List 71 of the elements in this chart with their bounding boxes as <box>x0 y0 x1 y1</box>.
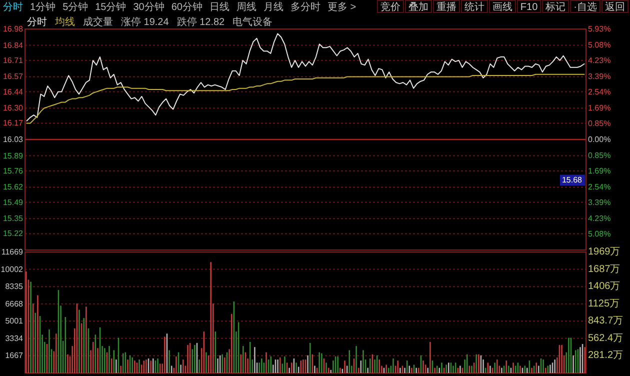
annotation: 15.68 <box>562 176 583 185</box>
text: 竞价 <box>380 1 400 13</box>
y2-tick-label: 281.2万 <box>588 350 624 362</box>
text: F10 <box>520 2 538 13</box>
text: 5分钟 <box>62 1 88 13</box>
text: 多分时 <box>290 1 320 13</box>
text: 均线 <box>54 16 75 28</box>
y-tick-label: 5001 <box>5 316 24 326</box>
line-series <box>26 74 585 124</box>
y-tick-label: 3334 <box>5 334 24 343</box>
y2-tick-label: 0.85% <box>588 150 611 160</box>
y2-tick-label: 4.23% <box>588 214 611 223</box>
y2-tick-label: 1.69% <box>588 104 611 113</box>
text: 重播 <box>436 1 456 13</box>
y-tick-label: 16.98 <box>2 24 24 34</box>
y-tick-label: 15.49 <box>2 198 24 207</box>
text: 统计 <box>464 1 484 13</box>
text: 60分钟 <box>171 1 202 13</box>
text: 分时 <box>27 16 47 28</box>
text: 月线 <box>264 1 284 13</box>
text: 1分钟 <box>30 1 56 13</box>
y2-tick-label: 843.7万 <box>588 316 624 327</box>
text: 30分钟 <box>133 1 164 13</box>
text: 15分钟 <box>95 1 126 13</box>
line-series <box>26 33 585 122</box>
y-tick-label: 16.57 <box>2 72 24 82</box>
y-tick-label: 16.03 <box>2 135 24 144</box>
y-tick-label: 16.44 <box>2 87 24 96</box>
y2-tick-label: 5.08% <box>588 40 611 50</box>
y-tick-label: 15.35 <box>2 214 24 224</box>
text: 叠加 <box>408 1 428 13</box>
y2-tick-label: 1969万 <box>588 246 620 258</box>
y-tick-label: 16.84 <box>2 40 24 50</box>
y-tick-label: 10002 <box>0 264 24 274</box>
y-tick-label: 6668 <box>5 299 24 308</box>
text: 分时 <box>3 1 23 13</box>
y-tick-label: 16.30 <box>2 104 24 113</box>
text: 跌停 12.82 <box>176 16 226 28</box>
y2-tick-label: 3.39% <box>588 198 611 208</box>
text: 更多 > <box>328 1 356 13</box>
text: 周线 <box>236 1 256 13</box>
y-tick-label: 1667 <box>5 351 24 360</box>
y2-tick-label: 1125万 <box>588 298 620 310</box>
y-tick-label: 15.89 <box>2 151 24 160</box>
y2-tick-label: 2.54% <box>588 182 611 192</box>
y2-tick-label: 4.23% <box>588 56 611 66</box>
y-tick-label: 16.17 <box>2 118 24 128</box>
y2-tick-label: 3.39% <box>588 72 611 81</box>
text: 日线 <box>210 1 230 13</box>
text: 返回 <box>605 1 625 13</box>
text: ·自选 <box>574 1 597 13</box>
y2-tick-label: 562.4万 <box>588 332 624 344</box>
y2-tick-label: 0.00% <box>588 135 611 144</box>
y2-tick-label: 1687万 <box>588 264 620 275</box>
text: 电气设备 <box>232 16 273 28</box>
y-tick-label: 8335 <box>5 282 24 292</box>
text: 标记 <box>544 1 566 13</box>
text: 涨停 19.24 <box>121 16 170 28</box>
y2-tick-label: 5.93% <box>588 24 611 34</box>
y2-tick-label: 5.08% <box>588 230 611 239</box>
y-tick-label: 15.76 <box>2 166 24 176</box>
text: 成交量 <box>83 16 113 28</box>
y-tick-label: 16.71 <box>2 56 24 65</box>
y-tick-label: 15.22 <box>2 229 24 238</box>
y-tick-label: 15.62 <box>2 182 24 192</box>
y2-tick-label: 0.85% <box>588 119 611 128</box>
text: 画线 <box>492 1 512 13</box>
y2-tick-label: 1406万 <box>588 281 620 292</box>
y2-tick-label: 2.54% <box>588 88 611 97</box>
y-tick-label: 11669 <box>1 248 24 256</box>
y2-tick-label: 1.69% <box>588 166 611 176</box>
